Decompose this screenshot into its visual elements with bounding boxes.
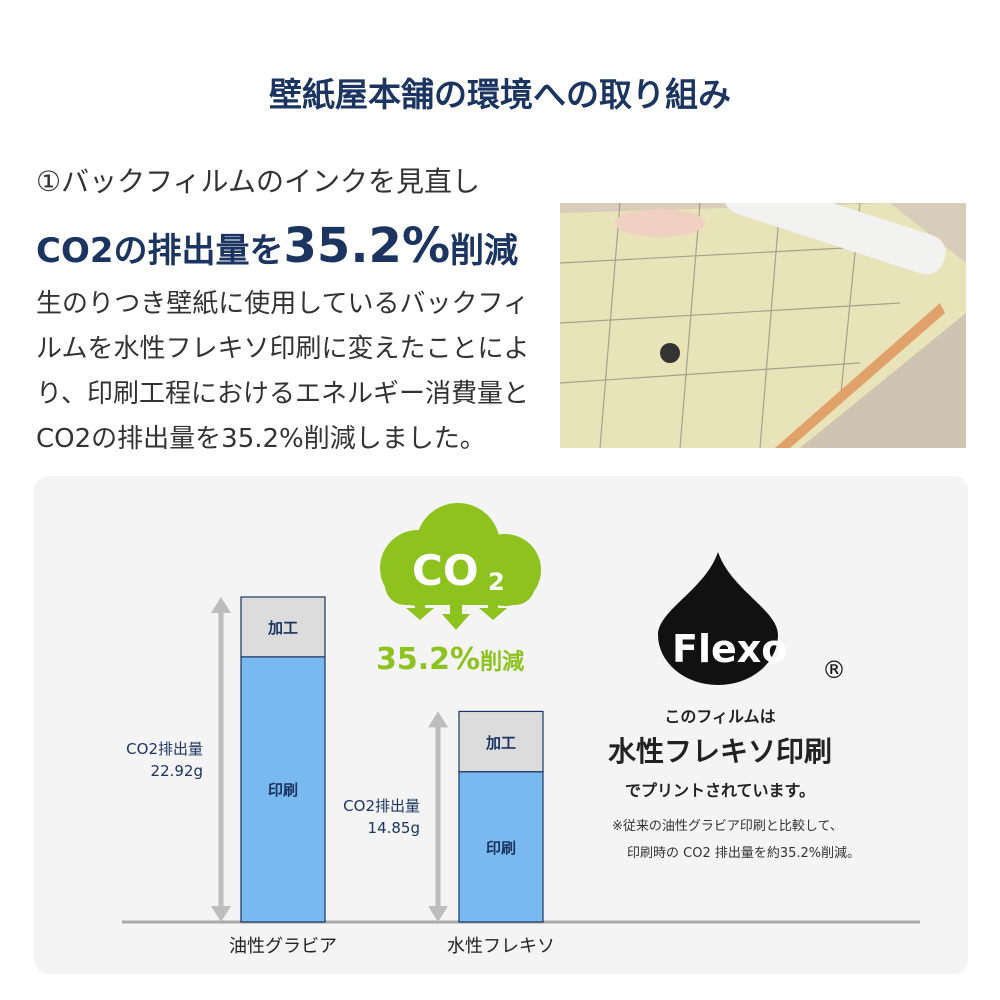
co2-text: CO: [412, 546, 479, 595]
reduction-value: 35.2%: [376, 642, 481, 677]
flexo-line1: このフィルムは: [664, 707, 776, 726]
page-title: 壁紙屋本舗の環境への取り組み: [269, 75, 731, 114]
segment-label-print: 印刷: [267, 781, 298, 800]
bar-segment-process: [458, 710, 544, 773]
flexo-line2: 水性フレキソ印刷: [607, 735, 832, 768]
headline-pre: CO2の排出量を: [36, 231, 284, 271]
product-photo: [560, 203, 966, 448]
category-label: 水性フレキソ: [447, 936, 555, 957]
registered-mark: ®: [822, 656, 846, 684]
flexo-note1: ※従来の油性グラビア印刷と比較して、: [612, 819, 843, 834]
bar-segment-print: [240, 656, 326, 923]
section-subtitle: ①バックフィルムのインクを見直し: [36, 165, 480, 198]
arrow-head-down: [428, 906, 448, 922]
arrow-head-up: [428, 711, 448, 728]
segment-label-process: 加工: [267, 618, 298, 637]
reduction-suffix: 削減: [480, 650, 525, 675]
flexo-drop-icon: Flexo ®: [658, 552, 846, 685]
flexo-note2: 印刷時の CO2 排出量を約35.2%削減。: [627, 846, 861, 861]
total-label: CO2排出量 14.85g: [343, 796, 420, 837]
cloud-co2-icon: CO 2: [380, 503, 541, 630]
flexo-logo: Flexo: [672, 627, 787, 671]
co2-subscript: 2: [488, 568, 505, 596]
segment-label-process: 加工: [485, 733, 516, 752]
bar-segment-print: [458, 771, 544, 923]
flexo-line3: でプリントされています。: [625, 781, 815, 800]
segment-label-print: 印刷: [485, 838, 516, 857]
headline-post: 削減: [450, 231, 519, 271]
headline-percent: 35.2%: [283, 218, 451, 274]
section-headline: CO2の排出量を35.2%削減: [36, 218, 518, 274]
section-body: 生のりつき壁紙に使用しているバックフィルムを水性フレキソ印刷に変えたことにより、…: [36, 289, 530, 454]
reduction-label: 35.2%削減: [376, 642, 524, 677]
category-label: 油性グラビア: [229, 936, 337, 957]
arrow-head-up: [211, 597, 231, 613]
bar-segment-process: [240, 596, 326, 658]
arrow-head-down: [211, 906, 231, 922]
total-label: CO2排出量 22.92g: [126, 739, 203, 780]
